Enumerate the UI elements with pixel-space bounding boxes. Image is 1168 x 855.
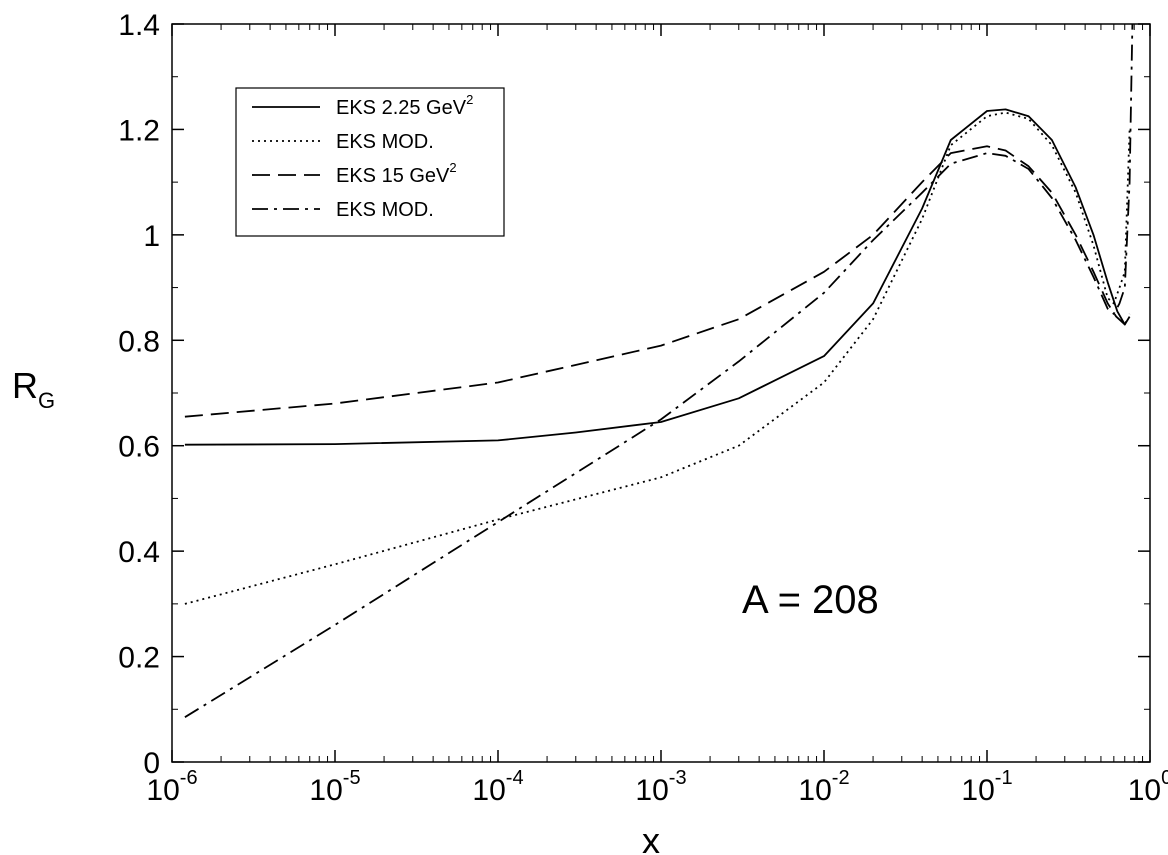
y-tick-label: 0.4 bbox=[118, 536, 160, 569]
legend: EKS 2.25 GeV2 EKS MOD. EKS 15 GeV2 EKS MOD. bbox=[235, 87, 505, 237]
legend-box bbox=[235, 87, 505, 237]
series-lines bbox=[184, 23, 1134, 718]
legend-label-4: EKS MOD. bbox=[336, 199, 434, 221]
y-axis-label: RG bbox=[12, 365, 55, 413]
y-tick-label: 0.8 bbox=[118, 325, 160, 358]
series-line-4 bbox=[184, 23, 1134, 718]
legend-label-3: EKS 15 GeV2 bbox=[336, 160, 457, 187]
series-line-2 bbox=[184, 111, 1131, 605]
x-axis-label: x bbox=[642, 820, 660, 855]
y-tick-label: 0 bbox=[143, 747, 160, 780]
x-tick-label: 10-1 bbox=[961, 767, 1012, 807]
axis-tick-labels: 10-6 10-5 10-4 10-3 10-2 10-1 100 0 0.2 0.4 0.6 0.8… bbox=[118, 9, 1168, 807]
x-tick-label: 10-3 bbox=[635, 767, 686, 807]
y-tick-label: 1 bbox=[143, 220, 160, 253]
legend-label-1: EKS 2.25 GeV2 bbox=[336, 92, 473, 119]
y-tick-label: 0.6 bbox=[118, 431, 160, 464]
x-tick-label: 10-4 bbox=[472, 767, 523, 807]
axis-ticks bbox=[171, 23, 1151, 763]
series-line-1 bbox=[184, 108, 1131, 446]
y-tick-label: 1.2 bbox=[118, 114, 160, 147]
x-tick-label: 100 bbox=[1128, 767, 1168, 807]
x-tick-label: 10-6 bbox=[146, 767, 197, 807]
y-tick-label: 1.4 bbox=[118, 9, 160, 42]
y-tick-label: 0.2 bbox=[118, 642, 160, 675]
x-tick-label: 10-2 bbox=[798, 767, 849, 807]
series-line-3 bbox=[184, 145, 1131, 418]
legend-label-2: EKS MOD. bbox=[336, 131, 434, 153]
x-tick-label: 10-5 bbox=[309, 767, 360, 807]
annotation-a-208: A = 208 bbox=[742, 578, 879, 622]
